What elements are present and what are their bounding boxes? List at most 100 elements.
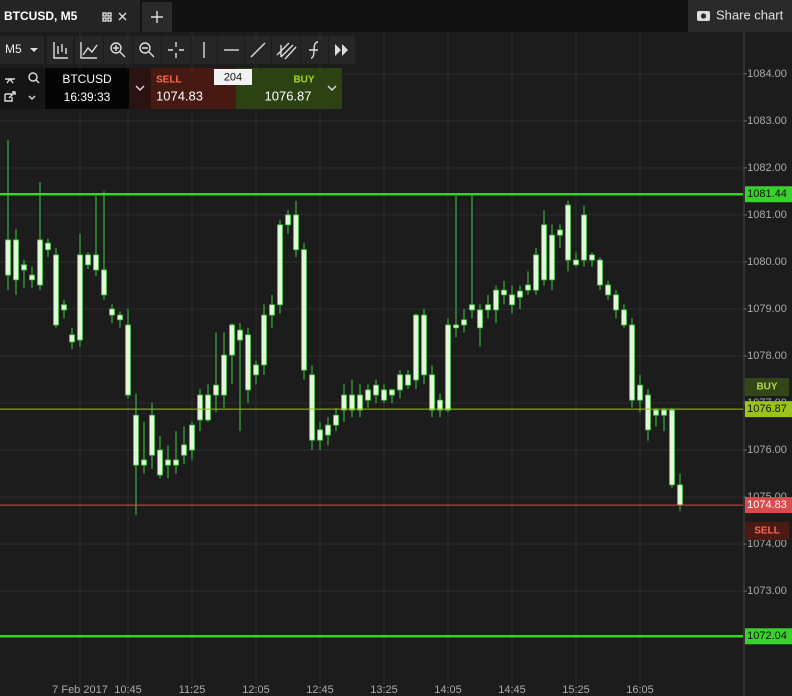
candle-body bbox=[573, 259, 579, 266]
candle-body bbox=[661, 409, 667, 416]
camera-icon bbox=[697, 11, 710, 21]
sell-price: 1074.83 bbox=[156, 88, 203, 103]
level-badge bbox=[745, 186, 792, 203]
candle-body bbox=[621, 309, 627, 326]
candle-body bbox=[85, 254, 91, 266]
x-tick-label: 15:25 bbox=[562, 684, 590, 696]
spread-box bbox=[214, 69, 252, 85]
candle-body bbox=[285, 214, 291, 226]
tab[interactable] bbox=[0, 0, 140, 32]
candle-body bbox=[37, 239, 43, 286]
candle-body bbox=[229, 324, 235, 356]
candle-body bbox=[117, 314, 123, 321]
chevron[interactable] bbox=[327, 85, 337, 91]
search-icon[interactable] bbox=[28, 72, 38, 82]
sell-dropdown[interactable] bbox=[129, 68, 151, 109]
tool-button[interactable] bbox=[75, 36, 103, 64]
candle-body bbox=[205, 394, 211, 421]
tool-button[interactable] bbox=[162, 36, 190, 64]
candle-body bbox=[69, 334, 75, 343]
candle-body bbox=[109, 308, 115, 316]
popout-icon[interactable] bbox=[4, 91, 16, 102]
candle-body bbox=[133, 414, 139, 466]
sell-label: SELL bbox=[156, 75, 182, 86]
candle-body bbox=[381, 389, 387, 401]
x-tick-label: 10:45 bbox=[114, 684, 142, 696]
candle-body bbox=[613, 294, 619, 311]
caret bbox=[30, 48, 38, 52]
panel-icons bbox=[0, 68, 44, 109]
candle-body bbox=[453, 324, 459, 329]
candle-body bbox=[293, 214, 299, 251]
candle-body bbox=[629, 324, 635, 401]
candle-body bbox=[357, 394, 363, 411]
buy-button[interactable] bbox=[236, 68, 342, 109]
candle-body bbox=[349, 394, 355, 411]
buy-label: BUY bbox=[293, 75, 314, 86]
tool-button[interactable] bbox=[272, 36, 300, 64]
candle-body bbox=[501, 289, 507, 296]
tab-title: BTCUSD, M5 bbox=[4, 9, 78, 23]
y-tick-label: 1082.00 bbox=[747, 162, 787, 174]
candle-body bbox=[677, 484, 683, 506]
x-tick-label: 11:25 bbox=[179, 684, 206, 696]
candle-body bbox=[277, 224, 283, 306]
candle-body bbox=[429, 374, 435, 411]
candle-body bbox=[653, 409, 659, 416]
axis-buy: BUY bbox=[756, 382, 777, 393]
candle-body bbox=[93, 254, 99, 271]
candle-body bbox=[669, 409, 675, 486]
level-badge bbox=[745, 497, 792, 514]
candle-body bbox=[477, 309, 483, 329]
y-tick-label: 1076.00 bbox=[747, 444, 787, 456]
candle-body bbox=[445, 324, 451, 411]
y-tick-label: 1074.00 bbox=[747, 538, 787, 550]
candle-body bbox=[541, 224, 547, 281]
y-tick-label: 1079.00 bbox=[747, 303, 787, 315]
candle-body bbox=[397, 374, 403, 391]
tool-button[interactable] bbox=[104, 36, 132, 64]
clock: 16:39:33 bbox=[64, 90, 111, 104]
grid bbox=[0, 32, 743, 696]
candle-body bbox=[485, 304, 491, 311]
candle-body bbox=[269, 304, 275, 316]
candle-body bbox=[533, 254, 539, 291]
spread: 204 bbox=[224, 71, 242, 83]
candle-body bbox=[149, 414, 155, 456]
level-label: 1076.87 bbox=[747, 403, 787, 415]
x-tick-label: 12:45 bbox=[306, 684, 334, 696]
plot: 1073.001074.001075.001076.001077.001078.… bbox=[0, 32, 792, 696]
y-tick-label: 1084.00 bbox=[747, 68, 787, 80]
candle-body bbox=[413, 314, 419, 381]
interval-button[interactable] bbox=[0, 36, 44, 64]
candle-body bbox=[549, 234, 555, 281]
candle-body bbox=[637, 384, 643, 401]
tool-button[interactable] bbox=[133, 36, 161, 64]
candle-body bbox=[189, 424, 195, 451]
level-label: 1072.04 bbox=[747, 630, 787, 642]
chevron[interactable] bbox=[28, 95, 36, 100]
candle-body bbox=[261, 314, 267, 366]
candle-body bbox=[221, 354, 227, 396]
candle-body bbox=[565, 204, 571, 261]
candle-body bbox=[197, 394, 203, 421]
candle-body bbox=[309, 374, 315, 441]
candle-body bbox=[77, 254, 83, 341]
plus-icon bbox=[151, 11, 163, 23]
expand-icon[interactable] bbox=[5, 77, 15, 84]
candle-body bbox=[525, 284, 531, 291]
x-tick-label: 13:25 bbox=[370, 684, 398, 696]
axis-buy-badge bbox=[745, 378, 789, 396]
candle-body bbox=[21, 264, 27, 271]
candle-body bbox=[341, 394, 347, 411]
y-tick-label: 1073.00 bbox=[747, 585, 787, 597]
x-tick-label: 7 Feb 2017 bbox=[52, 684, 108, 696]
candle-body bbox=[605, 284, 611, 296]
y-tick-label: 1078.00 bbox=[747, 350, 787, 362]
tool-button[interactable] bbox=[47, 36, 73, 64]
candle-body bbox=[101, 269, 107, 296]
candle-body bbox=[469, 304, 475, 311]
candle-body bbox=[325, 424, 331, 436]
x-tick-label: 14:05 bbox=[434, 684, 462, 696]
